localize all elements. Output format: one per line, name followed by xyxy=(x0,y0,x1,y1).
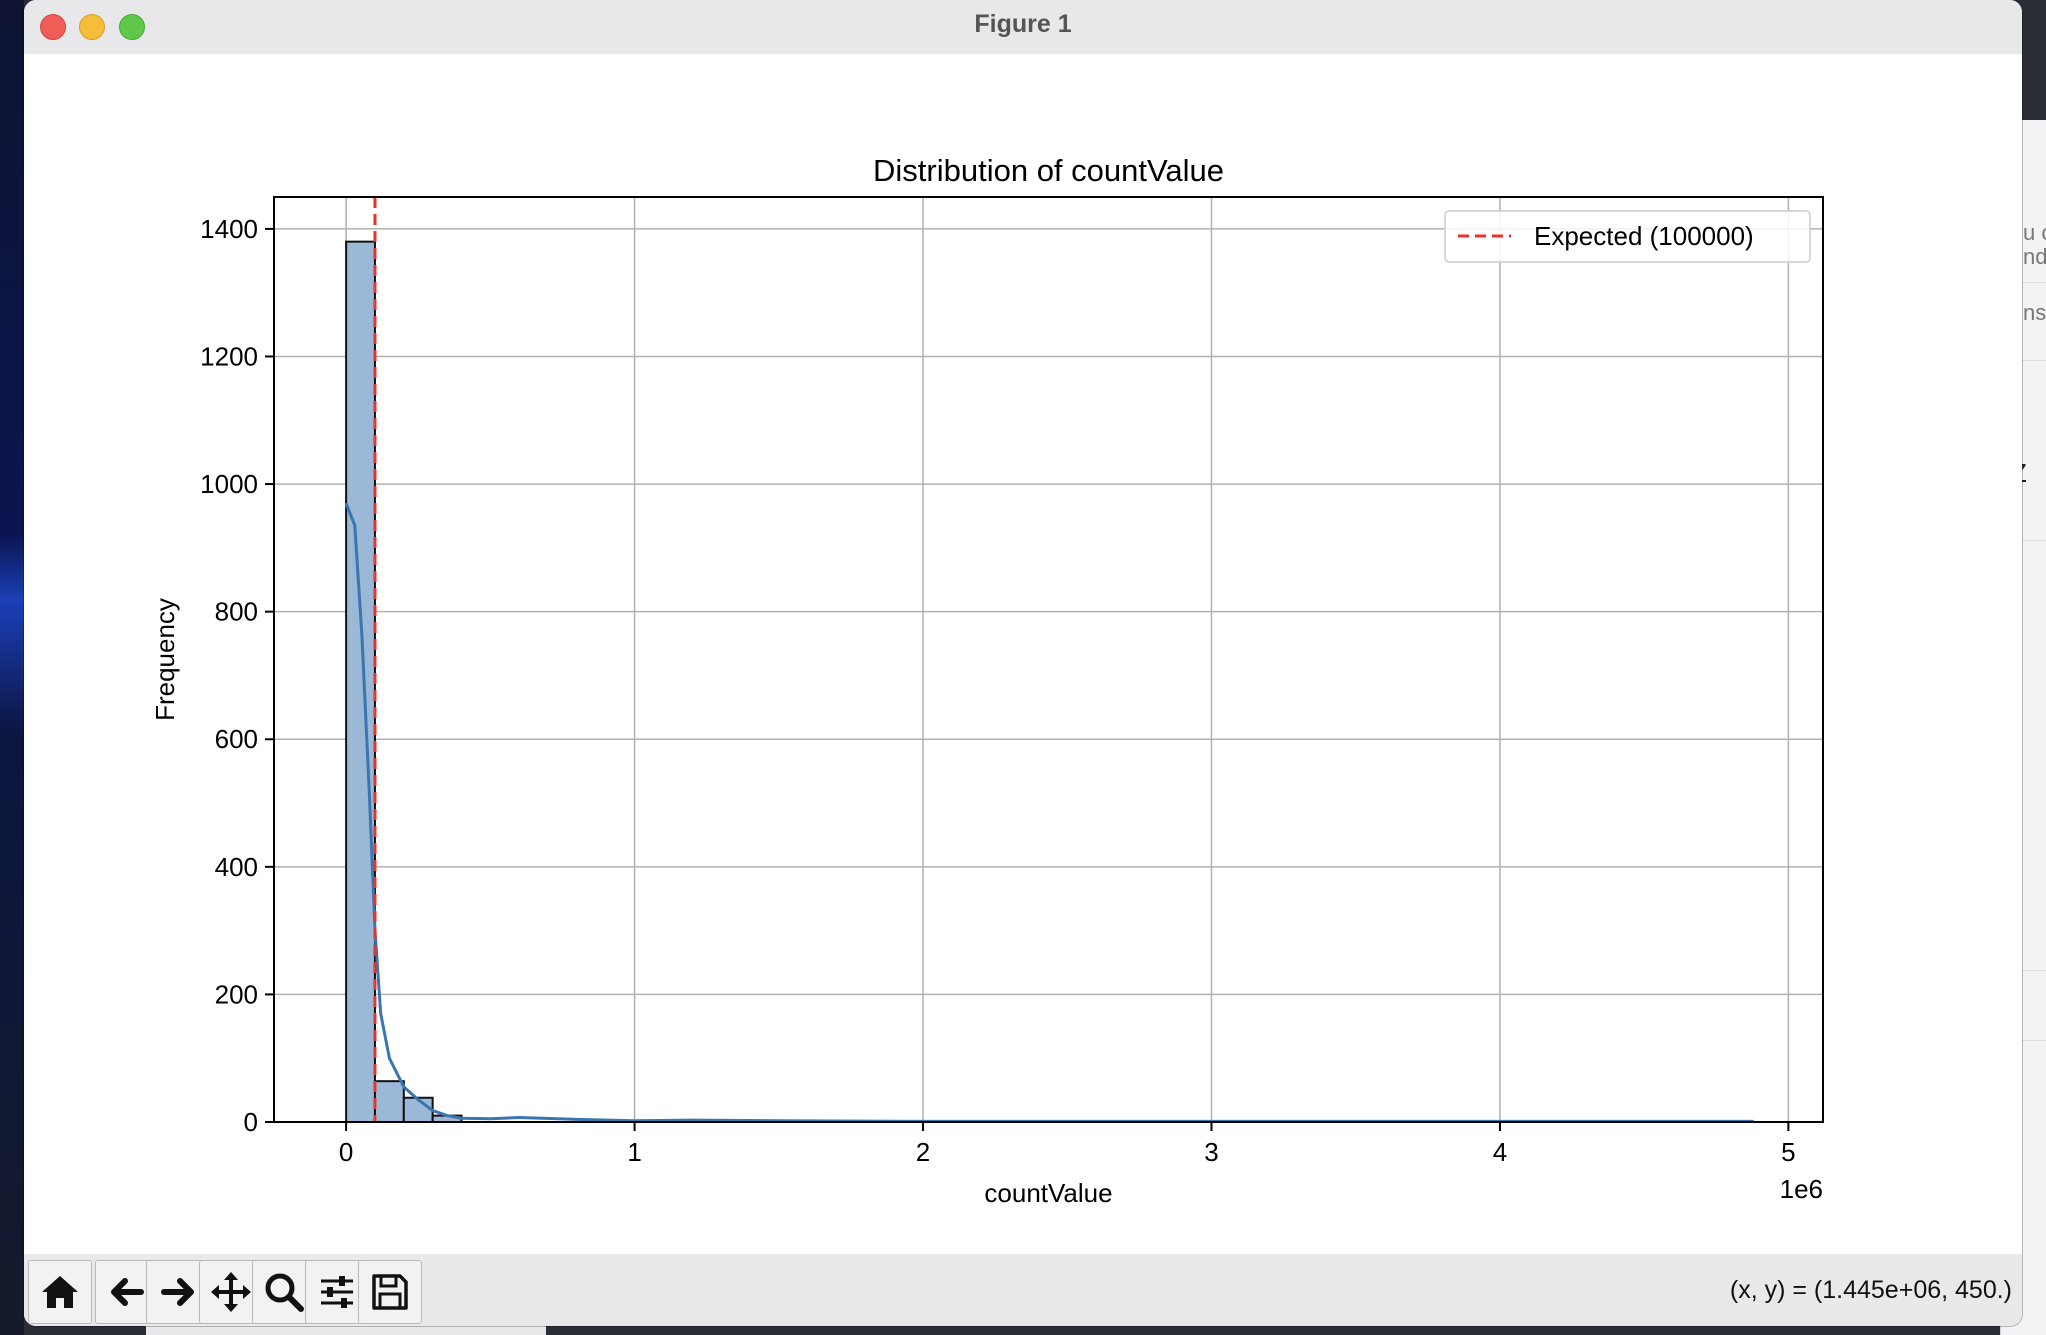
maximize-button[interactable] xyxy=(119,14,145,40)
sliders-icon xyxy=(321,1276,353,1308)
y-tick-label: 0 xyxy=(244,1107,258,1137)
background-text: nd xyxy=(2023,244,2046,269)
title-bar: Figure 1 xyxy=(24,0,2022,55)
close-button[interactable] xyxy=(40,14,66,40)
x-axis-offset-label: 1e6 xyxy=(1780,1174,1823,1204)
y-tick-label: 800 xyxy=(215,597,258,627)
background-text: u c xyxy=(2023,220,2046,245)
axes-frame xyxy=(273,196,1824,1123)
y-tick-label: 600 xyxy=(215,724,258,754)
save-button[interactable] xyxy=(358,1260,422,1324)
x-tick-label: 5 xyxy=(1781,1137,1795,1167)
y-tick-label: 1200 xyxy=(200,341,258,371)
move-icon xyxy=(211,1272,251,1312)
save-icon xyxy=(372,1274,408,1310)
x-tick-label: 3 xyxy=(1204,1137,1218,1167)
chart-title: Distribution of countValue xyxy=(873,153,1224,188)
arrow-left-icon xyxy=(111,1278,144,1306)
x-tick-label: 1 xyxy=(627,1137,641,1167)
figure-canvas[interactable]: 0 1 2 3 4 5 0 200 400 600 800 1000 1200 1400 Distribu… xyxy=(24,54,2022,1254)
background-text: ns xyxy=(2023,300,2046,325)
x-tick-label: 0 xyxy=(339,1137,353,1167)
y-tick-label: 1000 xyxy=(200,469,258,499)
y-axis-label: Frequency xyxy=(150,598,180,721)
desktop-background xyxy=(0,0,24,1335)
cursor-coordinates: (x, y) = (1.445e+06, 450.) xyxy=(1729,1276,2012,1304)
minimize-button[interactable] xyxy=(79,14,105,40)
navigation-toolbar: (x, y) = (1.445e+06, 450.) xyxy=(24,1254,2022,1326)
y-tick-label: 1400 xyxy=(200,214,258,244)
search-icon xyxy=(265,1273,304,1312)
histogram-bar xyxy=(373,1080,405,1123)
x-tick-label: 4 xyxy=(1493,1137,1507,1167)
histogram-chart[interactable]: 0 1 2 3 4 5 0 200 400 600 800 1000 1200 1400 Distribu… xyxy=(24,54,2022,1254)
x-axis-label: countValue xyxy=(984,1178,1112,1208)
home-icon xyxy=(42,1276,78,1308)
legend-entry: Expected (100000) xyxy=(1534,221,1754,251)
y-tick-label: 200 xyxy=(215,979,258,1009)
arrow-right-icon xyxy=(161,1278,194,1306)
kde-curve xyxy=(344,502,1754,1123)
histogram-bar xyxy=(345,240,376,1124)
x-tick-label: 2 xyxy=(916,1137,930,1167)
y-tick-label: 400 xyxy=(215,852,258,882)
home-button[interactable] xyxy=(28,1260,92,1324)
window-title: Figure 1 xyxy=(974,10,1072,38)
legend: Expected (100000) xyxy=(1444,210,1811,263)
figure-window: Figure 1 0 1 2 3 4 5 0 200 400 600 800 1000 1200 1400… xyxy=(24,0,2022,1326)
